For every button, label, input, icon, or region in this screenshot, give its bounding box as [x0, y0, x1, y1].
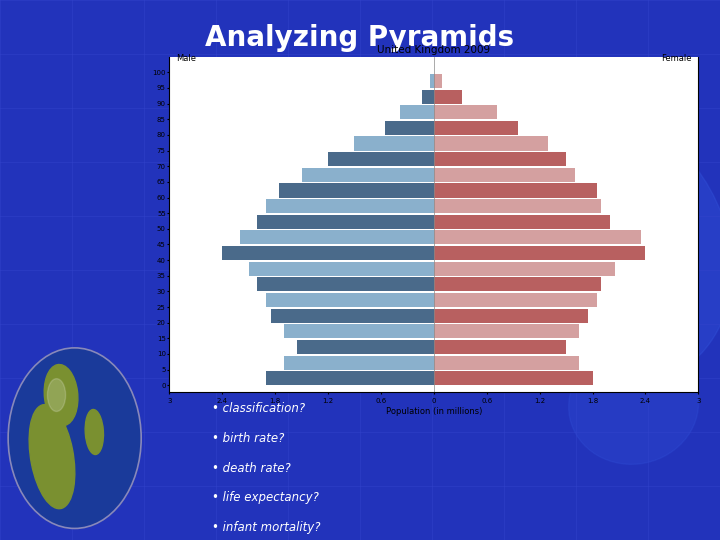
Bar	[266, 199, 433, 213]
Ellipse shape	[29, 404, 75, 509]
Text: • death rate?: • death rate?	[212, 462, 291, 475]
Bar	[433, 231, 641, 245]
Bar	[258, 278, 433, 292]
Bar	[248, 262, 433, 276]
Ellipse shape	[85, 409, 104, 455]
Bar	[433, 168, 575, 182]
Bar	[433, 152, 566, 166]
Title: United Kingdom 2009: United Kingdom 2009	[377, 44, 490, 55]
Bar	[297, 340, 433, 354]
Text: Male: Male	[176, 54, 197, 63]
Text: • life expectancy?: • life expectancy?	[212, 491, 319, 504]
Bar	[433, 340, 566, 354]
Bar	[385, 121, 433, 135]
Bar	[433, 184, 597, 198]
Bar	[433, 105, 498, 119]
Bar	[433, 324, 580, 338]
Ellipse shape	[48, 379, 66, 411]
Bar	[400, 105, 433, 119]
Ellipse shape	[449, 97, 720, 389]
Bar	[433, 199, 601, 213]
Bar	[433, 278, 601, 292]
Bar	[431, 74, 433, 88]
Bar	[271, 308, 433, 323]
Bar	[433, 215, 611, 229]
Circle shape	[8, 348, 141, 529]
Bar	[433, 262, 615, 276]
Bar	[266, 293, 433, 307]
Bar	[258, 215, 433, 229]
Bar	[302, 168, 433, 182]
Bar	[423, 90, 433, 104]
Text: • classification?: • classification?	[212, 402, 305, 415]
Bar	[279, 184, 433, 198]
Bar	[433, 137, 549, 151]
Bar	[328, 152, 433, 166]
X-axis label: Population (in millions): Population (in millions)	[386, 407, 482, 416]
Bar	[354, 137, 433, 151]
Bar	[433, 371, 593, 385]
Bar	[433, 90, 462, 104]
Bar	[433, 246, 646, 260]
Text: • infant mortality?: • infant mortality?	[212, 521, 321, 534]
Bar	[433, 121, 518, 135]
Bar	[433, 308, 588, 323]
Ellipse shape	[44, 364, 78, 426]
Bar	[266, 371, 433, 385]
Bar	[433, 74, 442, 88]
Text: Analyzing Pyramids: Analyzing Pyramids	[205, 24, 515, 52]
Bar	[240, 231, 433, 245]
Text: • birth rate?: • birth rate?	[212, 432, 285, 445]
Ellipse shape	[569, 346, 698, 464]
Bar	[284, 324, 433, 338]
Bar	[433, 293, 597, 307]
Text: Female: Female	[661, 54, 691, 63]
Bar	[433, 355, 580, 369]
Bar	[222, 246, 433, 260]
Bar	[284, 355, 433, 369]
